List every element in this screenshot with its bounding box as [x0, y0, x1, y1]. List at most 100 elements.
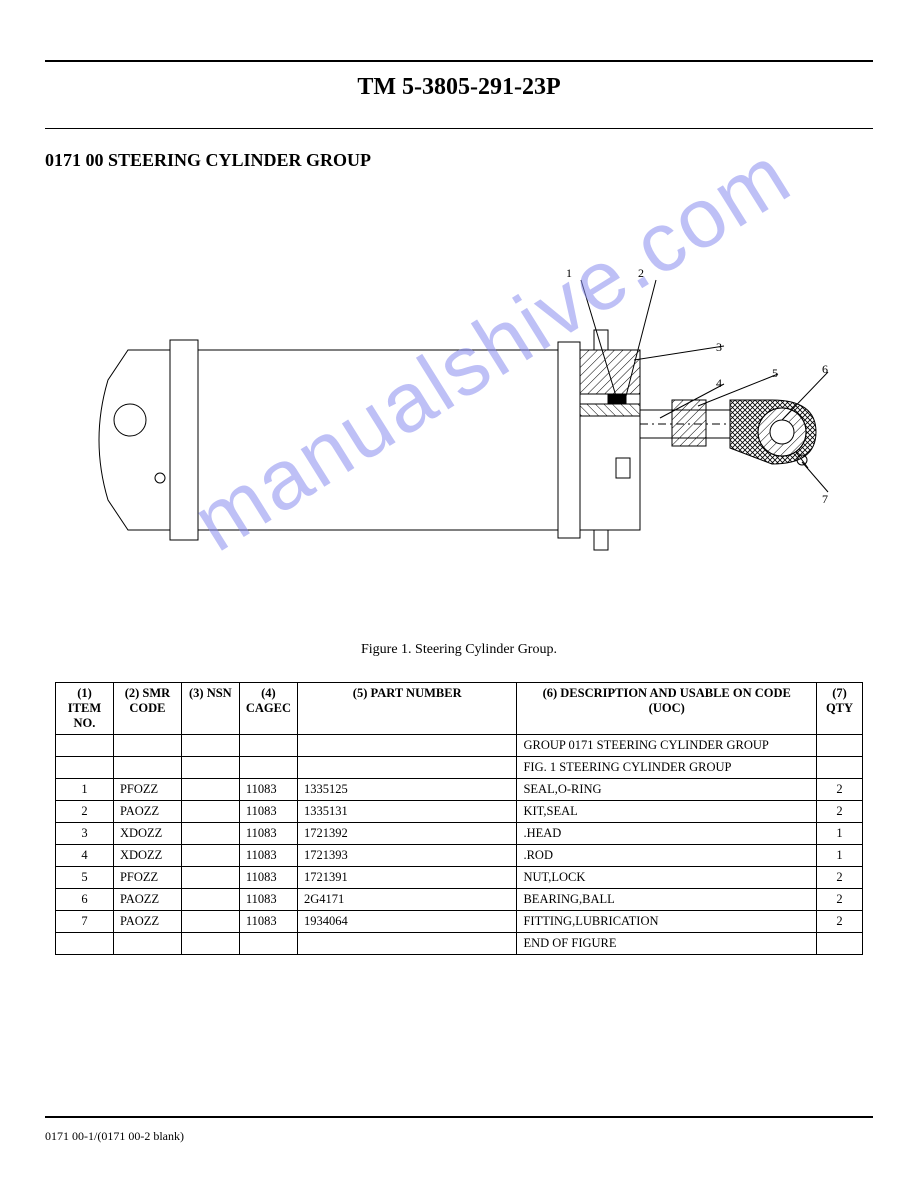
table-row: 3XDOZZ110831721392.HEAD1	[56, 823, 863, 845]
table-row: 1PFOZZ110831335125SEAL,O-RING2	[56, 779, 863, 801]
table-cell	[239, 933, 297, 955]
footer-page-left: 0171 00-1/(0171 00-2 blank)	[45, 1129, 184, 1144]
table-cell: PFOZZ	[113, 867, 181, 889]
table-cell: 1	[816, 845, 862, 867]
table-cell: END OF FIGURE	[517, 933, 817, 955]
table-cell: PFOZZ	[113, 779, 181, 801]
header-rule-top	[45, 60, 873, 62]
table-cell	[181, 845, 239, 867]
col-cagec: (4) CAGEC	[239, 683, 297, 735]
table-cell: .HEAD	[517, 823, 817, 845]
parts-table: (1) ITEM NO. (2) SMR CODE (3) NSN (4) CA…	[55, 682, 863, 955]
table-cell: 1721393	[297, 845, 517, 867]
callout-5: 5	[772, 366, 778, 381]
section-title: 0171 00 STEERING CYLINDER GROUP	[45, 150, 371, 171]
table-row: GROUP 0171 STEERING CYLINDER GROUP	[56, 735, 863, 757]
col-item: (1) ITEM NO.	[56, 683, 114, 735]
table-cell	[181, 801, 239, 823]
col-part: (5) PART NUMBER	[297, 683, 517, 735]
table-cell: XDOZZ	[113, 845, 181, 867]
table-cell	[239, 757, 297, 779]
table-cell: 5	[56, 867, 114, 889]
table-header-row: (1) ITEM NO. (2) SMR CODE (3) NSN (4) CA…	[56, 683, 863, 735]
table-cell: 2	[816, 911, 862, 933]
table-cell: 11083	[239, 911, 297, 933]
footer-rule	[45, 1116, 873, 1118]
table-cell: 1335131	[297, 801, 517, 823]
steering-cylinder-diagram	[60, 200, 860, 630]
table-row: FIG. 1 STEERING CYLINDER GROUP	[56, 757, 863, 779]
callout-7: 7	[822, 492, 828, 507]
table-cell: 11083	[239, 889, 297, 911]
table-cell: PAOZZ	[113, 889, 181, 911]
table-cell: PAOZZ	[113, 801, 181, 823]
table-cell	[816, 933, 862, 955]
table-row: 4XDOZZ 110831721393.ROD1	[56, 845, 863, 867]
table-cell	[113, 933, 181, 955]
table-cell: 4	[56, 845, 114, 867]
callout-3: 3	[716, 340, 722, 355]
table-row: END OF FIGURE	[56, 933, 863, 955]
table-cell: 1934064	[297, 911, 517, 933]
table-cell: GROUP 0171 STEERING CYLINDER GROUP	[517, 735, 817, 757]
figure-caption: Figure 1. Steering Cylinder Group.	[45, 642, 873, 658]
col-qty: (7) QTY	[816, 683, 862, 735]
table-cell: 2G4171	[297, 889, 517, 911]
table-cell: 2	[816, 801, 862, 823]
table-cell: 11083	[239, 867, 297, 889]
table-cell	[181, 779, 239, 801]
table-cell	[181, 757, 239, 779]
table-cell	[56, 735, 114, 757]
table-cell	[181, 867, 239, 889]
table-row: 7PAOZZ110831934064FITTING,LUBRICATION2	[56, 911, 863, 933]
table-cell: NUT,LOCK	[517, 867, 817, 889]
table-cell: FITTING,LUBRICATION	[517, 911, 817, 933]
table-row: 5PFOZZ 110831721391NUT,LOCK2	[56, 867, 863, 889]
table-cell	[297, 735, 517, 757]
col-smr: (2) SMR CODE	[113, 683, 181, 735]
table-cell: PAOZZ	[113, 911, 181, 933]
table-row: 2PAOZZ110831335131KIT,SEAL2	[56, 801, 863, 823]
table-cell	[181, 911, 239, 933]
table-cell: 2	[56, 801, 114, 823]
table-cell	[113, 757, 181, 779]
table-cell: FIG. 1 STEERING CYLINDER GROUP	[517, 757, 817, 779]
table-cell: 11083	[239, 801, 297, 823]
table-cell: 6	[56, 889, 114, 911]
table-cell: 2	[816, 867, 862, 889]
table-cell: KIT,SEAL	[517, 801, 817, 823]
table-cell: 11083	[239, 779, 297, 801]
col-desc: (6) DESCRIPTION AND USABLE ON CODE (UOC)	[517, 683, 817, 735]
table-cell	[239, 735, 297, 757]
table-cell: BEARING,BALL	[517, 889, 817, 911]
table-cell: .ROD	[517, 845, 817, 867]
header-rule-bottom	[45, 128, 873, 129]
table-cell: 1335125	[297, 779, 517, 801]
table-cell: 2	[816, 779, 862, 801]
table-cell	[113, 735, 181, 757]
table-body: GROUP 0171 STEERING CYLINDER GROUPFIG. 1…	[56, 735, 863, 955]
table-cell	[56, 757, 114, 779]
table-cell	[816, 757, 862, 779]
table-cell	[181, 823, 239, 845]
table-cell: XDOZZ	[113, 823, 181, 845]
table-cell	[297, 757, 517, 779]
table-cell	[297, 933, 517, 955]
table-cell: 11083	[239, 823, 297, 845]
table-cell: 1721391	[297, 867, 517, 889]
table-cell: 11083	[239, 845, 297, 867]
table-cell	[181, 889, 239, 911]
table-cell	[181, 933, 239, 955]
callout-6: 6	[822, 362, 828, 377]
page-title: TM 5-3805-291-23P	[45, 74, 873, 101]
callout-2: 2	[638, 266, 644, 281]
table-cell: SEAL,O-RING	[517, 779, 817, 801]
table-row: 6PAOZZ110832G4171BEARING,BALL2	[56, 889, 863, 911]
table-cell: 1721392	[297, 823, 517, 845]
callout-4: 4	[716, 376, 722, 391]
table-cell	[816, 735, 862, 757]
table-cell: 3	[56, 823, 114, 845]
col-nsn: (3) NSN	[181, 683, 239, 735]
callout-1: 1	[566, 266, 572, 281]
cylinder-svg	[60, 200, 860, 630]
